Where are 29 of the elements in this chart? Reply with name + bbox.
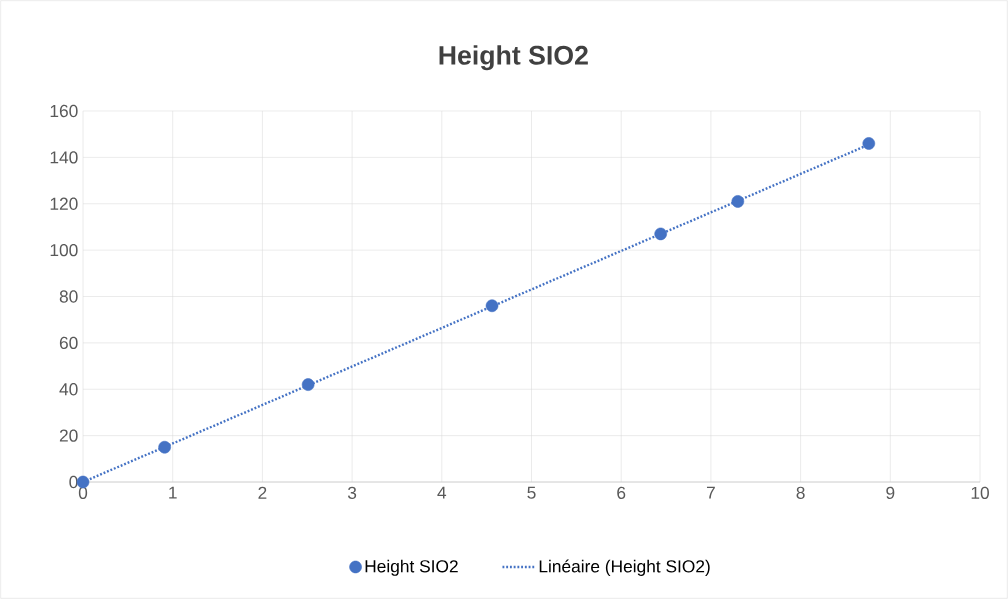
y-tick-label: 100	[50, 243, 78, 257]
chart-title: Height SIO2	[439, 45, 588, 71]
x-tick-label: 3	[347, 486, 357, 499]
x-tick-label: 9	[886, 486, 895, 499]
point	[158, 440, 171, 454]
y-tick-label: 40	[59, 383, 78, 396]
point	[862, 137, 876, 150]
x-tick-label: 7	[706, 486, 715, 499]
y-tick-label: 160	[50, 104, 78, 118]
point	[301, 378, 315, 391]
x-tick-label: 6	[617, 486, 626, 499]
point	[654, 227, 667, 241]
x-tick-label: 4	[437, 486, 447, 499]
legend-label: Height SIO2	[365, 559, 458, 576]
y-tick-label: 140	[50, 151, 78, 164]
x-tick-label: 2	[258, 486, 267, 499]
y-tick-label: 0	[69, 475, 78, 489]
y-tick-label: 120	[50, 197, 78, 210]
y-tick-label: 20	[59, 429, 78, 442]
point	[485, 299, 499, 313]
x-tick-label: 1	[169, 486, 177, 499]
y-tick-label: 80	[59, 290, 78, 303]
x-tick-label: 10	[971, 486, 989, 499]
point	[731, 195, 745, 208]
legend-label: Linéaire (Height SIO2)	[539, 559, 710, 576]
x-tick-label: 5	[527, 486, 536, 499]
x-tick-label: 8	[796, 486, 805, 499]
y-tick-label: 60	[59, 336, 78, 350]
x-tick-label: 0	[78, 486, 88, 499]
